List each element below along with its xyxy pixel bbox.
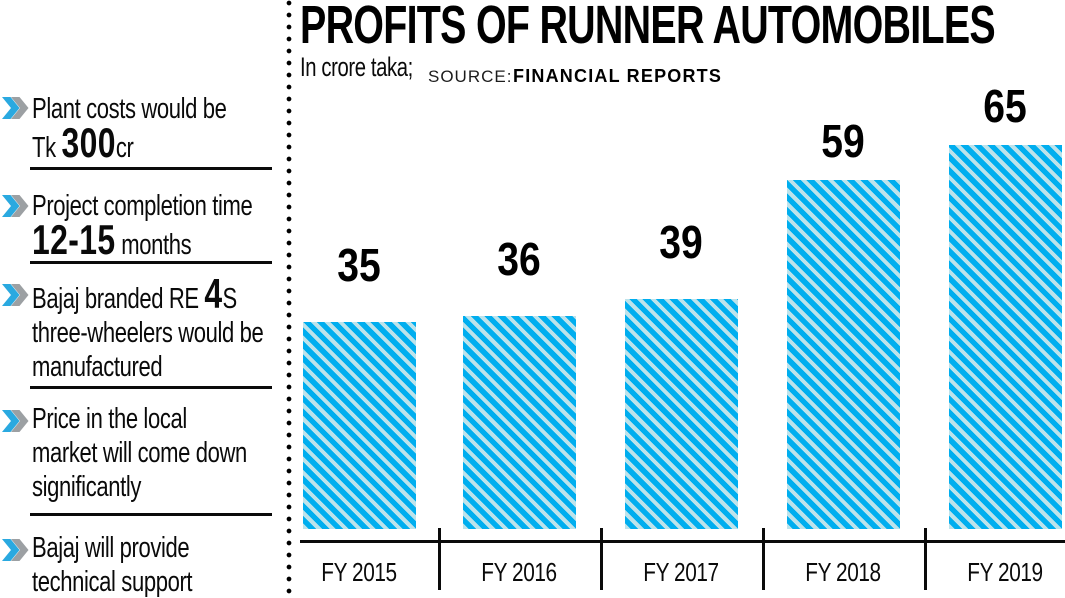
source-value: FINANCIAL REPORTS [513,66,723,86]
bar-value-fy-2015: 35 [337,239,381,291]
double-chevron-icon [2,410,29,432]
x-axis [300,540,1065,543]
x-axis-tick-1 [438,528,441,590]
fact-text: technical support [32,566,193,598]
fact-text: significantly [32,471,141,503]
x-axis-label-fy-2018: FY 2018 [805,557,881,587]
double-chevron-icon [2,97,29,119]
x-axis-tick-2 [600,528,603,590]
x-axis-tick-3 [762,528,765,590]
fact-text: Price in the local [32,403,187,435]
fact-text: Tk [32,132,62,164]
bar-value-fy-2017: 39 [659,216,703,268]
fact-text: market will come down [32,437,247,469]
double-chevron-icon [2,284,29,306]
fact-text: Bajaj will provide [32,532,190,564]
fact-text: cr [115,132,134,164]
dotted-separator [286,0,292,598]
fact-text: Project completion time [32,190,253,222]
source-label: SOURCE: [428,67,513,86]
fact-text: manufactured [32,351,163,383]
divider [30,261,272,264]
double-chevron-icon [2,195,29,217]
x-axis-tick-4 [924,528,927,590]
x-axis-label-fy-2016: FY 2016 [481,557,557,587]
bar-fy-2019 [948,145,1062,529]
x-axis-label-fy-2017: FY 2017 [643,557,719,587]
fact-number: 4 [204,270,223,317]
divider [30,513,272,516]
x-axis-label-fy-2019: FY 2019 [967,557,1043,587]
fact-text: Bajaj branded RE [32,283,205,315]
fact-item-technical-support: Bajaj will provide technical support [32,531,283,598]
fact-number: 300 [61,119,116,166]
fact-item-local-price: Price in the local market will come down… [32,402,283,504]
bar-fy-2017 [624,299,738,529]
bar-value-fy-2016: 36 [497,233,541,285]
bar-fy-2015 [302,322,416,529]
double-chevron-icon [2,539,29,561]
bar-fy-2016 [462,316,576,529]
fact-number: 12-15 [32,216,116,263]
chart-title: PROFITS OF RUNNER AUTOMOBILES [300,0,996,55]
fact-text: months [115,229,192,261]
chart-subtitle: In crore taka; [300,52,413,82]
bar-fy-2018 [786,180,900,529]
x-axis-label-fy-2015: FY 2015 [321,557,397,587]
bar-value-fy-2018: 59 [821,115,865,167]
fact-item-bajaj-re4s: Bajaj branded RE 4S three-wheelers would… [32,273,283,384]
fact-text: Plant costs would be [32,93,227,125]
fact-text: three-wheelers would be [32,317,264,349]
fact-item-plant-costs: Plant costs would be Tk 300cr [32,92,283,165]
fact-text: S [222,283,238,315]
divider [30,167,272,170]
divider [30,386,272,389]
bar-value-fy-2019: 65 [983,80,1027,132]
fact-item-completion-time: Project completion time 12-15 months [32,189,283,262]
